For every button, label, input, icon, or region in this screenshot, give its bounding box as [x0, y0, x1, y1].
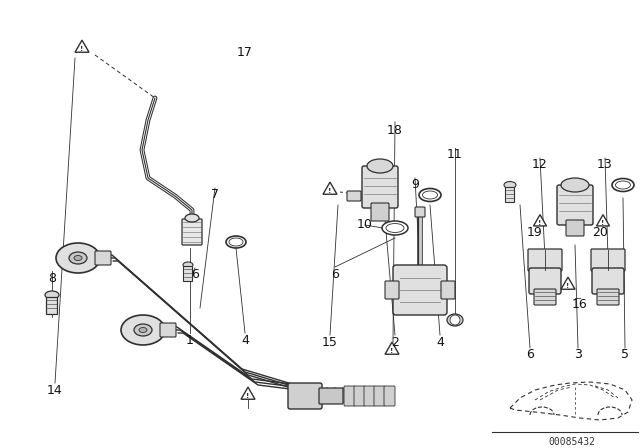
Text: 4: 4	[436, 336, 444, 349]
Text: 10: 10	[357, 219, 373, 232]
Ellipse shape	[348, 388, 355, 402]
FancyBboxPatch shape	[384, 386, 395, 406]
Text: 6: 6	[526, 349, 534, 362]
Polygon shape	[596, 215, 609, 226]
FancyBboxPatch shape	[371, 203, 389, 221]
Text: 00085432: 00085432	[548, 437, 595, 447]
FancyBboxPatch shape	[288, 383, 322, 409]
Text: !: !	[566, 283, 570, 289]
Text: 2: 2	[391, 336, 399, 349]
Ellipse shape	[332, 388, 339, 402]
FancyBboxPatch shape	[591, 249, 625, 271]
Text: !: !	[81, 46, 84, 52]
Text: 7: 7	[211, 189, 219, 202]
Ellipse shape	[504, 181, 516, 189]
FancyBboxPatch shape	[506, 188, 515, 202]
Text: !: !	[246, 392, 250, 399]
Ellipse shape	[419, 189, 441, 202]
Ellipse shape	[616, 181, 630, 189]
FancyBboxPatch shape	[534, 289, 556, 305]
Polygon shape	[75, 40, 89, 52]
Ellipse shape	[139, 327, 147, 332]
Text: !: !	[538, 220, 541, 225]
Ellipse shape	[367, 159, 393, 173]
Text: 1: 1	[186, 333, 194, 346]
FancyBboxPatch shape	[557, 185, 593, 225]
Text: !: !	[602, 220, 605, 225]
Ellipse shape	[447, 314, 463, 326]
Polygon shape	[534, 215, 547, 226]
FancyBboxPatch shape	[441, 281, 455, 299]
Text: 12: 12	[532, 159, 548, 172]
FancyBboxPatch shape	[319, 388, 343, 404]
FancyBboxPatch shape	[415, 207, 425, 217]
Text: 16: 16	[572, 298, 588, 311]
FancyBboxPatch shape	[529, 268, 561, 294]
Polygon shape	[561, 277, 575, 289]
Polygon shape	[323, 182, 337, 194]
FancyBboxPatch shape	[374, 386, 385, 406]
FancyBboxPatch shape	[566, 220, 584, 236]
Text: 20: 20	[592, 225, 608, 238]
Ellipse shape	[612, 178, 634, 191]
FancyBboxPatch shape	[95, 251, 111, 265]
Text: 19: 19	[527, 225, 543, 238]
Text: 9: 9	[411, 178, 419, 191]
FancyBboxPatch shape	[182, 219, 202, 245]
FancyBboxPatch shape	[160, 323, 176, 337]
FancyBboxPatch shape	[528, 249, 562, 271]
Ellipse shape	[422, 191, 438, 199]
FancyBboxPatch shape	[344, 386, 355, 406]
Ellipse shape	[307, 388, 314, 402]
Ellipse shape	[300, 388, 307, 402]
Text: 13: 13	[597, 159, 613, 172]
Ellipse shape	[74, 255, 82, 260]
Ellipse shape	[382, 221, 408, 235]
Ellipse shape	[45, 291, 59, 299]
Polygon shape	[241, 387, 255, 399]
FancyBboxPatch shape	[597, 289, 619, 305]
Ellipse shape	[134, 324, 152, 336]
Ellipse shape	[226, 236, 246, 248]
FancyBboxPatch shape	[184, 267, 193, 281]
Ellipse shape	[229, 238, 243, 246]
Ellipse shape	[386, 224, 404, 233]
Text: 17: 17	[237, 46, 253, 59]
FancyBboxPatch shape	[354, 386, 365, 406]
Ellipse shape	[561, 178, 589, 192]
Text: 5: 5	[621, 349, 629, 362]
Text: 6: 6	[191, 268, 199, 281]
Ellipse shape	[56, 243, 100, 273]
Ellipse shape	[291, 388, 298, 402]
Text: 3: 3	[574, 349, 582, 362]
FancyBboxPatch shape	[592, 268, 624, 294]
Ellipse shape	[339, 388, 346, 402]
FancyBboxPatch shape	[393, 265, 447, 315]
FancyBboxPatch shape	[385, 281, 399, 299]
Ellipse shape	[316, 388, 323, 402]
Ellipse shape	[121, 315, 165, 345]
FancyBboxPatch shape	[347, 191, 361, 201]
Text: 6: 6	[331, 267, 339, 280]
FancyBboxPatch shape	[362, 166, 398, 208]
FancyBboxPatch shape	[47, 297, 58, 314]
Text: 18: 18	[387, 124, 403, 137]
Polygon shape	[385, 342, 399, 354]
Circle shape	[450, 315, 460, 325]
Ellipse shape	[185, 214, 199, 222]
Text: !: !	[390, 348, 394, 353]
Text: 15: 15	[322, 336, 338, 349]
Ellipse shape	[183, 262, 193, 268]
Text: !: !	[328, 188, 332, 194]
Text: 14: 14	[47, 383, 63, 396]
Text: 8: 8	[48, 271, 56, 284]
Ellipse shape	[69, 252, 87, 264]
Ellipse shape	[323, 388, 330, 402]
Text: 4: 4	[241, 333, 249, 346]
FancyBboxPatch shape	[364, 386, 375, 406]
Text: 11: 11	[447, 148, 463, 161]
